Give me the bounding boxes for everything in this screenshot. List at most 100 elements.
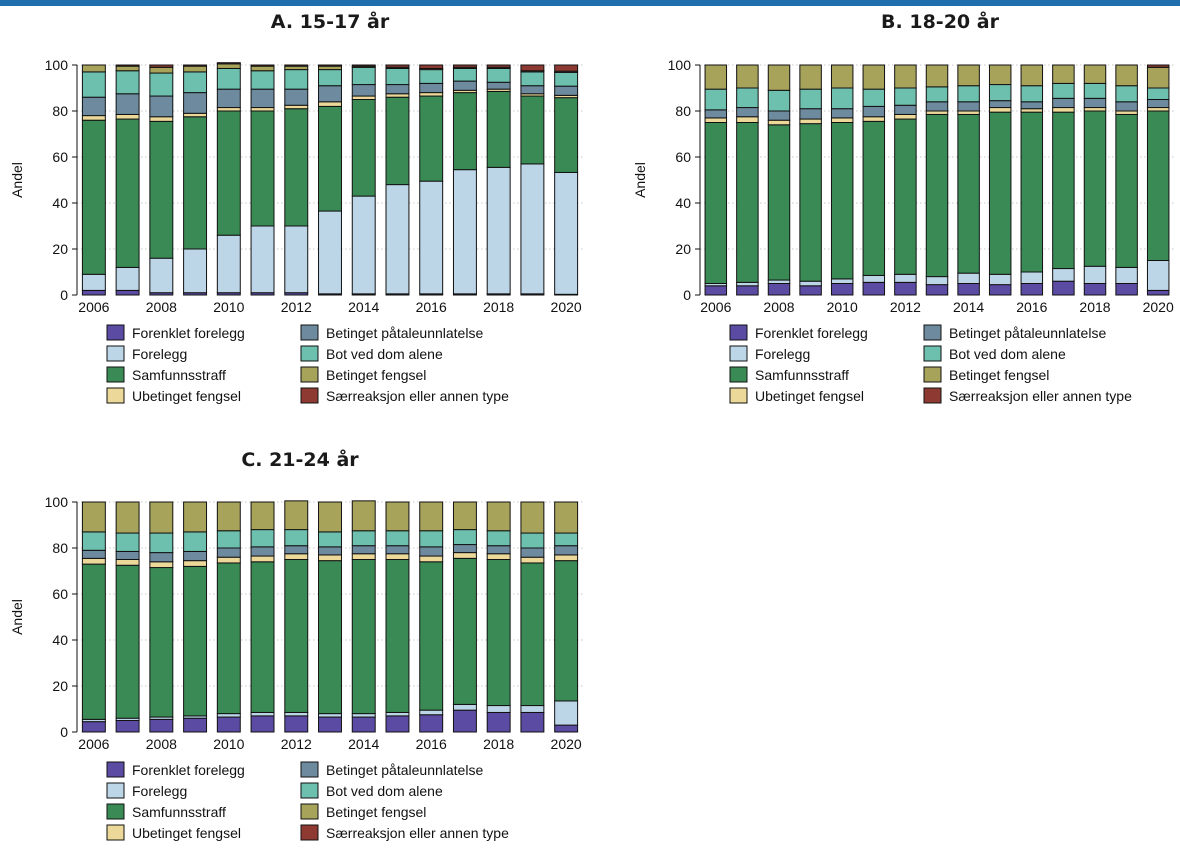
bar-segment [925,113,949,278]
bar-segment [419,69,444,84]
bar-segment [250,88,275,109]
x-tick-label: 2018 [1079,299,1110,315]
y-tick-label: 100 [45,57,69,73]
bar-segment [284,65,309,71]
bar-segment [81,557,106,565]
y-tick-label: 40 [52,632,68,648]
x-tick-label: 2008 [763,299,794,315]
bar-segment [1052,107,1075,113]
bar-segment [1083,107,1107,112]
bar-segment [419,555,444,563]
legend-label: Betinget påtaleunnlatelse [326,762,483,778]
legend-swatch [106,345,125,362]
bar-segment [988,64,1012,86]
legend-swatch [300,324,319,341]
bar-segment [216,234,241,294]
legend-label: Betinget fengsel [326,804,426,820]
bar-segment [115,118,140,268]
bar-segment [385,711,410,717]
bar-segment [988,111,1012,275]
bar-segment [419,92,444,97]
bar-segment [452,64,477,68]
y-tick-label: 80 [675,103,691,119]
bar-segment [318,531,342,548]
bar-segment [520,532,545,549]
legend-label: Ubetinget fengsel [132,388,241,404]
bar-segment [216,88,241,109]
bar-segment [149,72,174,97]
bar-segment [183,565,208,717]
legend-swatch [106,387,125,404]
bar-segment [925,86,949,103]
bar-segment [1020,111,1044,273]
bar-segment [1020,271,1044,284]
bar-segment [988,100,1012,109]
bar-segment [385,530,410,547]
bar-segment [799,64,822,90]
bar-segment [216,716,241,733]
bar-segment [216,556,241,564]
bar-segment [149,532,174,554]
bar-segment [452,92,477,171]
bar-segment [284,108,309,227]
bar-segment [149,718,174,733]
legend-swatch [106,782,125,799]
bar-segment [385,545,410,555]
bar-segment [284,711,309,717]
y-tick-label: 100 [45,494,69,510]
bar-segment [486,530,511,547]
bar-segment [419,546,444,557]
legend-swatch [106,761,125,778]
bar-segment [1083,110,1107,267]
bar-segment [115,559,140,566]
bar-segment [250,561,275,713]
x-tick-label: 2020 [551,736,582,752]
y-tick-label: 0 [60,724,68,740]
bar-segment [385,559,410,713]
y-axis-label: Andel [9,599,25,635]
legend: Forenklet forelegg Betinget påtaleunnlate… [106,324,509,404]
bar-segment [486,705,511,713]
bar-segment [830,117,854,124]
bar-segment [767,279,791,284]
chart-panel-1: A. 15-17 år Andel 0 20 40 60 80 100 2006 2008 2010… [9,9,583,404]
bar-segment [81,273,106,291]
bar-segment [318,501,342,533]
x-tick-label: 2012 [890,299,921,315]
bar-segment [149,95,174,118]
legend-swatch [300,824,319,841]
legend-label: Betinget fengsel [949,367,1049,383]
x-tick-label: 2016 [416,299,447,315]
bar-segment [1146,107,1170,112]
bar-segment [520,501,545,534]
bar-segment [799,123,822,282]
bar-segment [149,120,174,259]
bar-segment [351,84,376,97]
bar-segment [1146,289,1170,296]
bar-segment [520,95,545,165]
bar-segment [419,180,444,295]
legend-label: Samfunnsstraff [132,367,226,383]
bar-segment [419,64,444,69]
bar-segment [1115,85,1138,103]
bar-segment [1020,64,1044,87]
bar-segment [988,273,1012,286]
bar-segment [554,700,579,726]
bar-segment [894,104,917,115]
bar-segment [799,88,822,110]
bar-segment [284,529,309,547]
bar-segment [81,289,106,296]
bar-segment [1146,260,1170,291]
bar-segment [183,112,208,118]
bar-segment [115,65,140,72]
bar-segment [767,110,791,121]
bar-segment [318,554,342,562]
bar-segment [115,93,140,115]
bar-segment [1115,266,1138,284]
bar-segment [351,99,376,197]
bar-segment [736,122,759,283]
bar-segment [216,547,241,558]
bar-segment [894,87,917,106]
chart-panel-2: B. 18-20 år Andel 0 20 40 60 80 100 2006 2008 2010… [632,9,1174,404]
legend-swatch [729,324,748,341]
